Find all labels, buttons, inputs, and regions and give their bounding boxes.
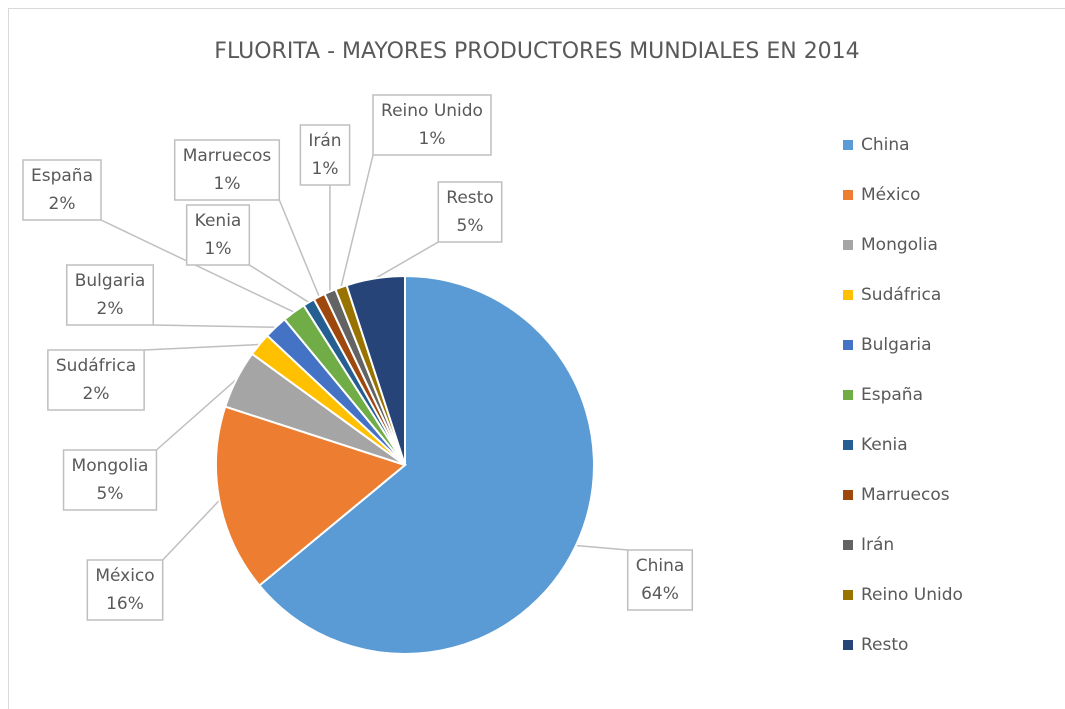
legend-label: Marruecos — [861, 485, 950, 505]
label-value: 1% — [312, 159, 339, 179]
legend-label: España — [861, 385, 923, 405]
leader-line — [248, 264, 310, 303]
leader-line — [144, 343, 260, 351]
label-value: 1% — [419, 129, 446, 149]
data-label: España 2% — [22, 159, 102, 221]
slices — [215, 274, 595, 655]
legend-label: México — [861, 185, 920, 205]
data-label: Resto 5% — [437, 181, 503, 243]
data-label: Irán 1% — [299, 124, 351, 186]
pie-slice — [215, 405, 408, 587]
chart-title: FLUORITA - MAYORES PRODUCTORES MUNDIALES… — [214, 39, 859, 64]
legend-label: Reino Unido — [861, 585, 963, 605]
label-name: Reino Unido — [381, 101, 483, 121]
label-name: Irán — [308, 131, 341, 151]
label-value: 64% — [641, 584, 679, 604]
label-value: 1% — [214, 174, 241, 194]
legend-label: Resto — [861, 635, 908, 655]
label-name: Resto — [446, 188, 493, 208]
label-value: 5% — [97, 484, 124, 504]
legend-swatch — [843, 490, 853, 500]
leader-lines — [100, 154, 628, 561]
leader-line — [162, 499, 220, 561]
label-name: Kenia — [195, 211, 242, 231]
data-label: Reino Unido 1% — [372, 94, 492, 156]
legend-label: Sudáfrica — [861, 285, 941, 305]
data-labels: China64%México16%Mongolia5%Sudáfrica2%Bu… — [22, 94, 694, 621]
label-box — [299, 124, 351, 186]
legend-swatch — [843, 340, 853, 350]
label-name: España — [31, 166, 93, 186]
legend-swatch — [843, 440, 853, 450]
leader-line — [340, 154, 374, 288]
legend-label: China — [861, 135, 910, 155]
label-box — [173, 139, 281, 201]
data-label: Mongolia 5% — [62, 449, 158, 511]
label-value: 1% — [205, 239, 232, 259]
legend-swatch — [843, 390, 853, 400]
legend-label: Irán — [861, 535, 894, 555]
legend-label: Bulgaria — [861, 335, 932, 355]
legend-swatch — [843, 240, 853, 250]
legend-swatch — [843, 190, 853, 200]
label-value: 2% — [49, 194, 76, 214]
label-box — [185, 204, 251, 266]
legend-swatch — [843, 540, 853, 550]
label-box — [626, 549, 694, 611]
leader-line — [575, 544, 628, 551]
leader-line — [375, 241, 439, 279]
leader-line — [153, 324, 276, 328]
label-value: 16% — [106, 594, 144, 614]
leader-line — [100, 219, 295, 313]
data-label: China 64% — [626, 549, 694, 611]
label-name: Bulgaria — [75, 271, 146, 291]
pie-slice — [257, 274, 595, 655]
label-name: Sudáfrica — [56, 356, 136, 376]
label-box — [66, 264, 154, 326]
data-label: Bulgaria 2% — [66, 264, 154, 326]
label-value: 2% — [97, 299, 124, 319]
legend-swatch — [843, 590, 853, 600]
legend-label: Mongolia — [861, 235, 938, 255]
label-name: China — [636, 556, 685, 576]
label-box — [437, 181, 503, 243]
legend-label: Kenia — [861, 435, 908, 455]
pie-slice — [345, 274, 406, 466]
label-box — [47, 349, 145, 411]
legend-swatch — [843, 140, 853, 150]
data-label: Sudáfrica 2% — [47, 349, 145, 411]
legend-swatch — [843, 290, 853, 300]
label-box — [22, 159, 102, 221]
label-value: 2% — [83, 384, 110, 404]
data-label: Marruecos 1% — [173, 139, 281, 201]
label-box — [62, 449, 158, 511]
label-box — [372, 94, 492, 156]
label-name: Marruecos — [183, 146, 272, 166]
data-label: México 16% — [86, 559, 164, 621]
label-name: México — [95, 566, 154, 586]
label-box — [86, 559, 164, 621]
legend-swatch — [843, 640, 853, 650]
label-name: Mongolia — [72, 456, 149, 476]
data-label: Kenia 1% — [185, 204, 251, 266]
leader-line — [155, 378, 238, 451]
leader-line — [278, 199, 320, 297]
label-value: 5% — [457, 216, 484, 236]
